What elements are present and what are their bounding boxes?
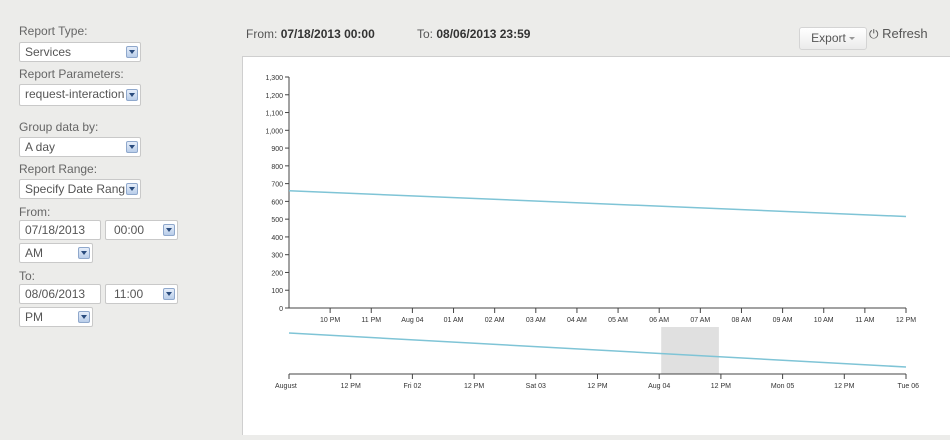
y-tick-label: 500: [271, 217, 283, 224]
series-line: [288, 189, 907, 218]
y-tick-label: 300: [271, 253, 283, 260]
x-tick-label: 09 AM: [773, 317, 793, 324]
from-time-select[interactable]: 00:00: [105, 220, 178, 240]
report-type-select[interactable]: Services: [19, 42, 141, 62]
from-label: From:: [19, 205, 51, 219]
y-tick-label: 1,000: [265, 128, 283, 135]
navigator-series-line: [288, 332, 907, 368]
y-tick-label: 100: [271, 288, 283, 295]
chevron-down-icon: [126, 183, 138, 195]
x-tick-label: Aug 04: [401, 317, 423, 324]
export-label: Export: [811, 31, 846, 45]
y-tick-label: 1,200: [265, 93, 283, 100]
range-from-display: From: 07/18/2013 00:00: [246, 27, 375, 41]
y-tick-label: 0: [279, 306, 283, 313]
report-range-value: Specify Date Rang: [25, 182, 126, 196]
refresh-label: Refresh: [882, 26, 928, 41]
to-date-input[interactable]: 08/06/2013: [19, 284, 101, 304]
report-range-label: Report Range:: [19, 162, 98, 176]
y-tick-label: 200: [271, 270, 283, 277]
navigator-x-tick-label: 12 PM: [834, 383, 854, 390]
group-by-label: Group data by:: [19, 120, 99, 134]
chart-svg: 0 100 200 300 400 500 600 700 800 900 1,000 1,100 1,…: [265, 75, 919, 390]
y-tick-label: 400: [271, 235, 283, 242]
report-options-panel: Report Type: Services Report Parameters:…: [19, 24, 178, 327]
export-button[interactable]: Export: [799, 27, 867, 50]
x-tick-label: 01 AM: [444, 317, 464, 324]
report-parameters-value: request-interaction: [25, 87, 125, 101]
chevron-down-icon: [78, 247, 90, 259]
x-tick-label: 03 AM: [526, 317, 546, 324]
range-from-label: From:: [246, 27, 278, 41]
y-tick-label: 800: [271, 164, 283, 171]
y-tick-label: 1,100: [265, 111, 283, 118]
x-tick-label: 10 PM: [320, 317, 340, 324]
report-type-value: Services: [25, 45, 72, 59]
group-by-select[interactable]: A day: [19, 137, 141, 157]
report-type-label: Report Type:: [19, 24, 88, 38]
x-tick-label: 11 AM: [855, 317, 874, 324]
x-tick-label: 02 AM: [485, 317, 505, 324]
x-tick-label: 10 AM: [814, 317, 834, 324]
x-tick-label: 12 PM: [896, 317, 916, 324]
group-by-value: A day: [25, 140, 56, 154]
x-tick-label: 07 AM: [690, 317, 710, 324]
to-ampm-select[interactable]: PM: [19, 307, 93, 327]
chevron-down-icon: [126, 141, 138, 153]
from-time-value: 00:00: [114, 223, 145, 237]
x-tick-label: 11 PM: [361, 317, 381, 324]
range-to-value: 08/06/2013 23:59: [436, 27, 531, 41]
x-tick-label: 05 AM: [608, 317, 628, 324]
navigator-x-tick-label: Aug 04: [648, 383, 670, 390]
x-tick-label: 04 AM: [567, 317, 587, 324]
x-tick-label: 08 AM: [732, 317, 752, 324]
range-from-value: 07/18/2013 00:00: [280, 27, 375, 41]
from-ampm-value: AM: [25, 246, 43, 260]
navigator-x-tick-label: 12 PM: [464, 383, 484, 390]
navigator-x-tick-label: Fri 02: [403, 383, 421, 390]
chevron-down-icon: [126, 89, 138, 101]
caret-down-icon: [848, 37, 855, 41]
refresh-button[interactable]: ⏻ Refresh: [869, 26, 928, 42]
report-range-select[interactable]: Specify Date Rang: [19, 179, 141, 199]
to-label: To:: [19, 269, 36, 283]
chevron-down-icon: [163, 288, 175, 300]
x-tick-label: 06 AM: [649, 317, 669, 324]
navigator-x-tick-label: Sat 03: [526, 383, 546, 390]
report-parameters-label: Report Parameters:: [19, 67, 124, 81]
navigator-x-tick-label: August: [275, 383, 297, 390]
to-ampm-value: PM: [25, 310, 43, 324]
y-tick-label: 600: [271, 199, 283, 206]
brush-selection: [661, 327, 719, 374]
y-tick-label: 900: [271, 146, 283, 153]
chevron-down-icon: [126, 46, 138, 58]
range-to-label: To:: [417, 27, 434, 41]
from-date-input[interactable]: 07/18/2013: [19, 220, 101, 240]
to-time-value: 11:00: [114, 287, 144, 301]
chevron-down-icon: [78, 311, 90, 323]
navigator-x-tick-label: 12 PM: [711, 383, 731, 390]
navigator-x-tick-label: Mon 05: [771, 383, 794, 390]
y-tick-label: 1,300: [265, 75, 283, 82]
chevron-down-icon: [163, 224, 175, 236]
navigator-x-tick-label: 12 PM: [587, 383, 607, 390]
navigator-x-tick-label: 12 PM: [341, 383, 361, 390]
navigator-x-tick-label: Tue 06: [897, 383, 919, 390]
from-ampm-select[interactable]: AM: [19, 243, 93, 263]
report-parameters-select[interactable]: request-interaction: [19, 84, 141, 106]
refresh-icon: ⏻: [869, 27, 879, 41]
to-time-select[interactable]: 11:00: [105, 284, 178, 304]
chart-panel: 0 100 200 300 400 500 600 700 800 900 1,000 1,100 1,…: [242, 56, 950, 435]
y-tick-label: 700: [271, 182, 283, 189]
range-to-display: To: 08/06/2013 23:59: [417, 27, 530, 41]
